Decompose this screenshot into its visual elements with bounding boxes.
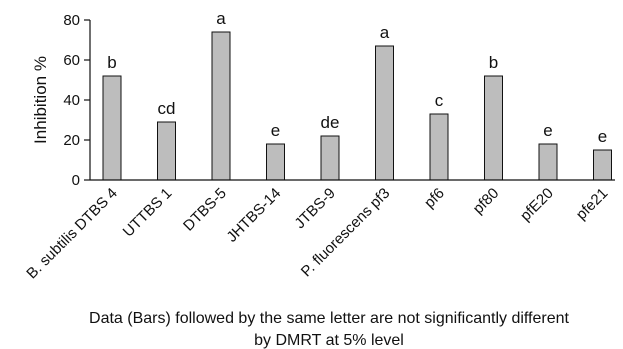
significance-letter: e [598,127,607,146]
bar [102,75,122,181]
category-label: pf6 [421,185,448,212]
category-label: pf80 [470,185,503,218]
y-tick-label: 0 [72,172,80,189]
chart-note-line-2: by DMRT at 5% level [254,332,404,349]
bar [375,45,394,181]
category-label: pfe21 [573,185,612,224]
y-ticks: 0 20 40 60 80 [63,12,90,189]
significance-letter: de [321,113,340,132]
category-label: B. subtilis DTBS 4 [23,185,120,282]
significance-letter: e [271,121,280,140]
bar [211,31,231,181]
category-label: pfE20 [517,185,557,225]
y-tick-label: 20 [63,132,80,149]
bar [320,135,340,181]
category-label: JHTBS-14 [223,185,284,246]
y-tick-label: 60 [63,52,80,69]
bar [266,143,285,181]
bar [484,75,503,181]
y-tick-label: 40 [63,92,80,109]
significance-letter: e [543,121,552,140]
category-label: JTBS-9 [291,185,338,232]
bar [429,113,449,181]
significance-letter: a [380,23,390,42]
significance-letter: c [435,91,444,110]
bar [157,121,176,181]
chart-note-line-1: Data (Bars) followed by the same letter … [89,310,569,327]
significance-letter: b [107,53,116,72]
y-tick-label: 80 [63,12,80,29]
category-label: DTBS-5 [180,185,230,235]
bar [593,149,612,181]
significance-letter: a [216,9,226,28]
bar [538,143,558,181]
significance-letter: cd [158,99,176,118]
y-axis-title: Inhibition % [31,56,50,144]
significance-letter: b [489,53,498,72]
category-label: UTTBS 1 [120,185,176,241]
bars-layer: b cd a e de a c b e e [102,9,612,181]
